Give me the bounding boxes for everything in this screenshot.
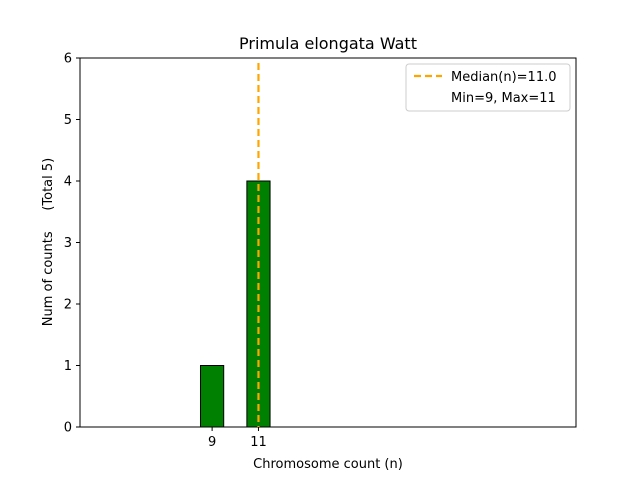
bar-9 (200, 365, 225, 428)
y-tick-label-3: 3 (64, 236, 72, 251)
legend-entry-median: Median(n)=11.0 (451, 70, 557, 85)
legend-box (405, 63, 571, 112)
y-tick-label-6: 6 (64, 52, 72, 67)
plot-area: 0 1 2 3 4 5 6 9 11 Median(n)=11.0 Min=9, Max=11 (64, 52, 577, 450)
x-tick-label-9: 9 (208, 435, 216, 450)
x-axis-label: Chromosome count (n) (253, 457, 403, 472)
x-tick-label-11: 11 (250, 435, 267, 450)
y-tick-label-5: 5 (64, 113, 72, 128)
y-tick-label-4: 4 (64, 175, 72, 190)
y-tick-label-0: 0 (64, 421, 72, 436)
chart-title: Primula elongata Watt (239, 34, 417, 53)
y-tick-label-1: 1 (64, 359, 72, 374)
y-axis-label: Num of counts (Total 5) (41, 158, 56, 326)
legend-entry-minmax: Min=9, Max=11 (451, 91, 556, 106)
y-tick-label-2: 2 (64, 298, 72, 313)
axes-frame (79, 57, 577, 428)
